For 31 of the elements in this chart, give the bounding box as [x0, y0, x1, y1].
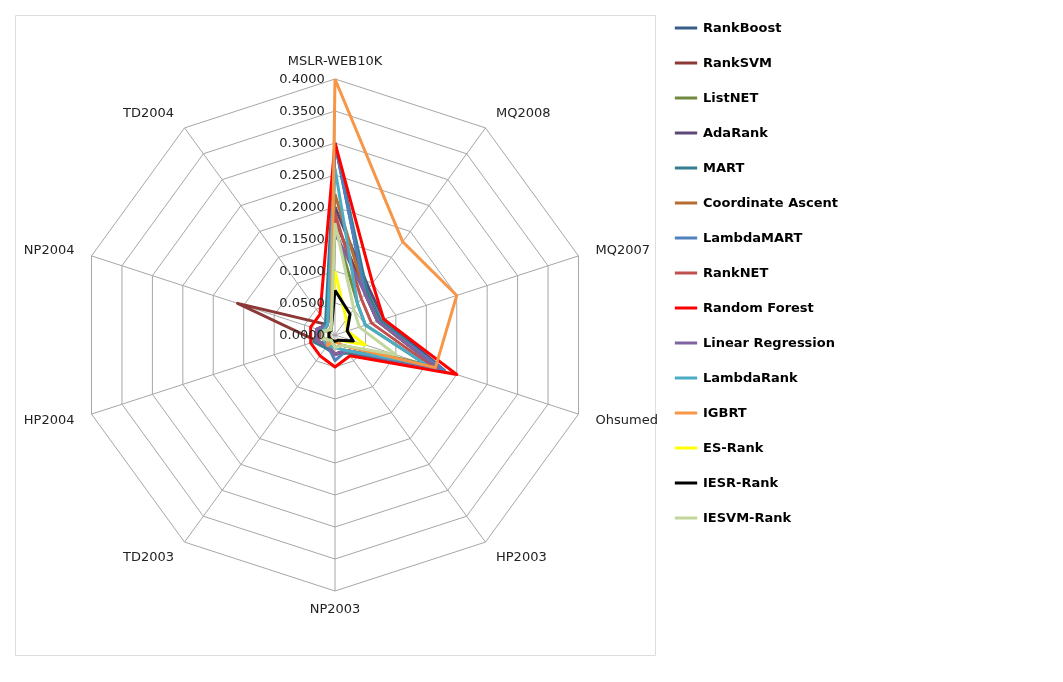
spoke-label: TD2004 [121, 105, 174, 121]
y-tick-label: 0.4000 [279, 71, 325, 86]
legend-label: RankNET [703, 265, 769, 280]
spoke-label: MSLR-WEB10K [287, 53, 383, 69]
legend-label: LambdaRank [703, 370, 799, 385]
legend-label: IESVM-Rank [703, 510, 792, 525]
spoke-label: MQ2007 [595, 242, 651, 258]
legend-label: LambdaMART [703, 230, 803, 245]
spoke-label: HP2003 [496, 548, 547, 564]
spoke-label: TD2003 [121, 548, 174, 564]
spoke-label: MQ2008 [496, 105, 551, 121]
legend-label: ListNET [703, 90, 759, 105]
legend-label: IESR-Rank [703, 475, 779, 490]
spoke-label: NP2004 [23, 242, 75, 258]
spoke-label: HP2004 [23, 411, 75, 427]
y-tick-label: 0.2500 [279, 167, 325, 182]
legend-label: Random Forest [703, 300, 814, 315]
legend-label: RankBoost [703, 20, 782, 35]
legend-label: ES-Rank [703, 440, 764, 455]
legend-label: IGBRT [703, 405, 747, 420]
y-tick-label: 0.2000 [279, 199, 325, 214]
y-tick-label: 0.3000 [279, 135, 325, 150]
y-tick-label: 0.1500 [279, 231, 325, 246]
legend-label: AdaRank [703, 125, 769, 140]
legend-label: Linear Regression [703, 335, 835, 350]
spoke-label: Ohsumed [595, 411, 658, 427]
legend-label: MART [703, 160, 745, 175]
spoke-label: NP2003 [309, 600, 361, 616]
y-tick-label: 0.3500 [279, 103, 325, 118]
legend-label: RankSVM [703, 55, 773, 70]
legend-label: Coordinate Ascent [703, 195, 838, 210]
